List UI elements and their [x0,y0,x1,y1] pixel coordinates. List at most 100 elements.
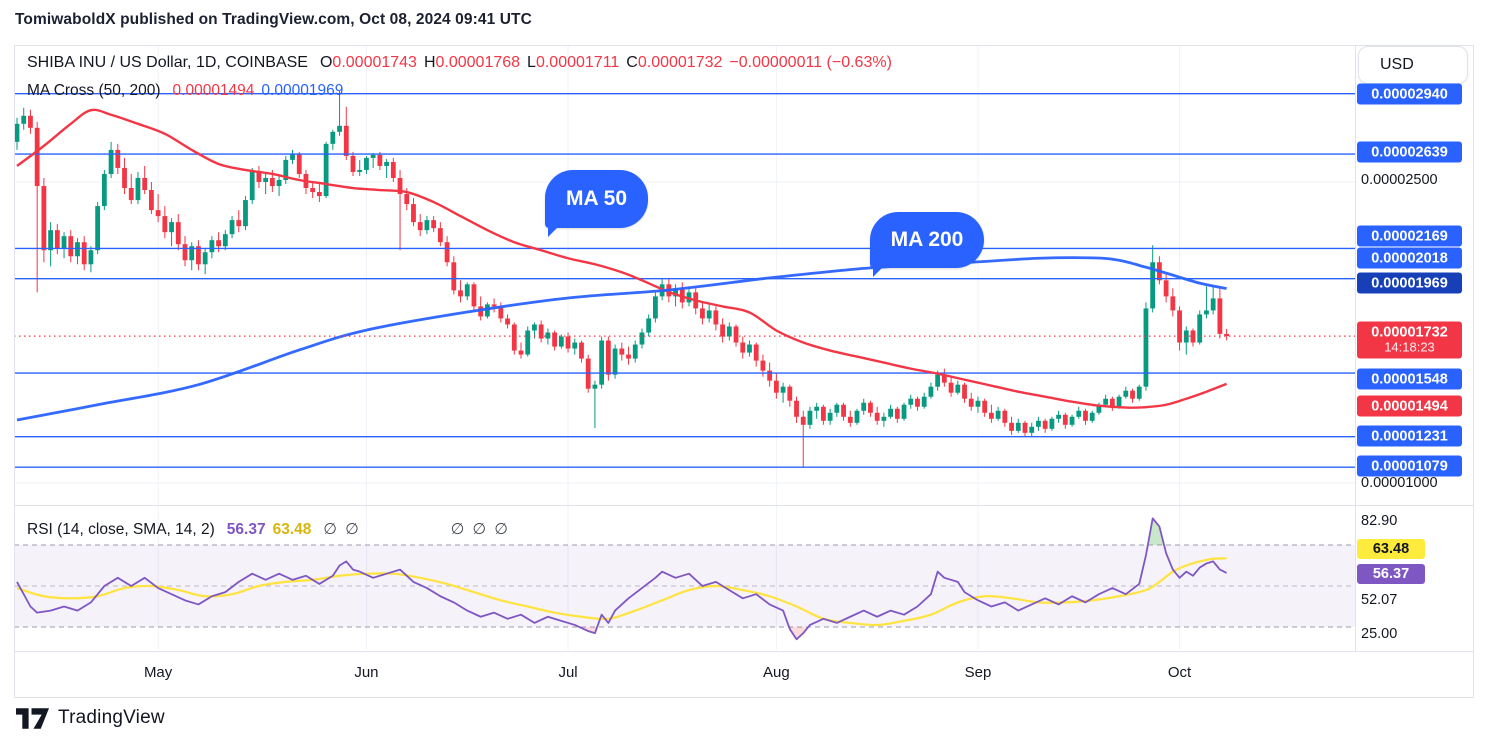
candle-body [1204,310,1209,315]
candle-body [337,125,342,132]
price-axis-label: 0.00002169 [1357,225,1462,247]
candle-body [760,360,766,371]
rsi-axis-tick: 52.07 [1361,592,1398,608]
candle-body [317,192,322,197]
candle-body [605,340,611,375]
candle-body [901,404,907,419]
candle-body [397,177,403,195]
candle-body [767,370,773,381]
candle-body [216,240,221,247]
candle-body [182,244,188,261]
candle-body [814,406,820,411]
candle-body [458,290,463,297]
candle-body [787,386,793,401]
candle-body [202,252,208,265]
candle-body [478,306,484,317]
candle-body [424,220,430,231]
candle-body [34,127,40,187]
rsi-sma-value: 63.48 [272,520,312,538]
candle-body [1049,418,1055,429]
candle-body [733,326,739,343]
ohlc-close: C0.00001732 [626,54,723,71]
rsi-axis-label: 56.37 [1357,564,1425,584]
candle-body [505,318,510,325]
candle-body [122,167,127,189]
candle-body [498,306,504,319]
candle-body [61,236,67,249]
candle-body [639,332,645,345]
rsi-legend: RSI (14, close, SMA, 14, 2) 56.37 63.48 … [27,520,510,539]
candle-body [1042,420,1048,429]
candle-body [1224,333,1229,337]
candle-body [1002,410,1008,423]
candle-body [269,177,275,187]
candle-body [1190,330,1196,343]
rsi-label: RSI (14, close, SMA, 14, 2) [27,520,215,538]
candle-body [552,332,557,347]
candle-body [511,324,517,351]
ma-cross-legend: MA Cross (50, 200) 0.00001494 0.00001969 [27,82,343,100]
rsi-axis-label: 63.48 [1357,539,1425,559]
candle-body [370,154,376,158]
candle-body [404,194,410,205]
candle-body [874,412,880,421]
price-axis-label: 0.00002639 [1357,141,1462,163]
price-axis-label: 0.00001079 [1357,455,1462,477]
ohlc-low: L0.00001711 [527,54,620,71]
price-axis-tick: 0.00002500 [1361,172,1438,188]
candle-body [538,324,544,339]
candle-body [941,374,947,383]
candle-body [720,324,725,337]
candle-body [1069,416,1075,425]
candle-body [296,153,302,174]
time-axis-label-jun: Jun [354,664,379,681]
candle-body [310,188,316,193]
candle-body [437,228,443,243]
time-axis-label-sep: Sep [964,664,992,681]
published-byline: TomiwaboldX published on TradingView.com… [15,11,532,28]
candle-body [1130,390,1135,399]
chart-frame [14,45,1474,698]
ma200-callout: MA 200 [870,212,984,277]
candle-body [1123,390,1129,397]
candle-body [142,177,148,191]
price-axis-label: 0.00002018 [1357,247,1462,269]
candle-body [706,310,712,319]
candle-body [75,242,80,257]
candle-body [558,336,564,347]
change-value: −0.00000011 (−0.63%) [729,54,892,71]
rsi-empty-values-2: ∅ ∅ ∅ [450,521,510,538]
candle-body [431,220,437,229]
candle-body [632,344,638,359]
candle-body [243,200,248,227]
price-axis-label: 0.00001231 [1357,425,1462,447]
candle-body [740,342,746,353]
candle-body [794,400,799,417]
candle-body [54,230,60,249]
candle-body [14,123,20,142]
candle-body [81,242,87,265]
candle-body [935,374,941,387]
candle-body [894,408,900,419]
candle-body [115,149,121,168]
ohlc-high: H0.00001768 [423,54,521,71]
candle-body [1103,398,1109,405]
candle-body [908,398,914,405]
candle-body [968,398,974,407]
candle-body [565,336,571,349]
candle-body [1056,414,1061,419]
candle-body [229,220,235,235]
price-axis-label: 0.00002940 [1357,83,1462,105]
currency-button[interactable]: USD [1358,46,1468,84]
candle-body [962,384,967,399]
candle-body [780,386,786,393]
candle-body [290,153,295,160]
candle-body [108,149,114,174]
candle-body [175,222,181,245]
candle-body [888,408,893,417]
tradingview-logo-link[interactable]: TradingView [16,707,165,729]
tradingview-logo-icon [16,707,49,729]
candle-body [491,304,497,307]
